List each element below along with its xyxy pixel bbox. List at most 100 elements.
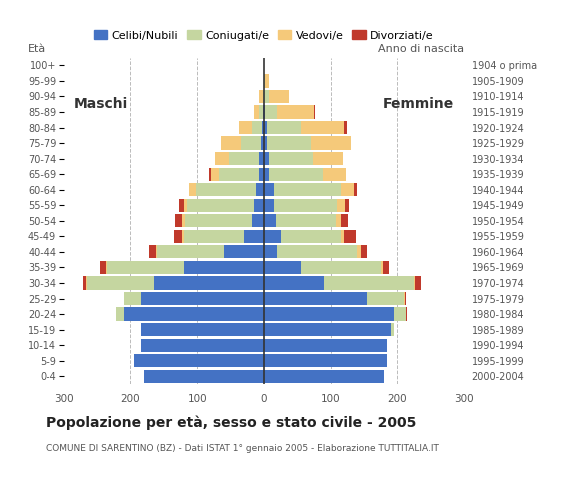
Bar <box>383 261 389 274</box>
Bar <box>144 370 264 383</box>
Bar <box>264 370 384 383</box>
Bar <box>184 199 187 212</box>
Bar <box>179 199 184 212</box>
Bar <box>345 199 349 212</box>
Bar <box>276 214 336 228</box>
Bar <box>100 261 106 274</box>
Bar <box>336 214 341 228</box>
Bar <box>313 152 343 165</box>
Bar <box>344 121 347 134</box>
Bar <box>189 183 196 196</box>
Bar <box>187 199 254 212</box>
Bar <box>300 121 344 134</box>
Bar <box>224 245 264 259</box>
Bar <box>209 168 211 181</box>
Bar <box>269 168 322 181</box>
Bar <box>215 152 229 165</box>
Bar <box>263 106 264 119</box>
Bar <box>264 323 391 336</box>
Bar <box>262 121 264 134</box>
Bar <box>264 245 277 259</box>
Bar <box>405 292 406 305</box>
Text: Maschi: Maschi <box>74 97 128 111</box>
Bar <box>357 245 361 259</box>
Bar <box>259 90 263 103</box>
Bar <box>157 245 224 259</box>
Bar <box>341 214 348 228</box>
Bar <box>174 230 182 243</box>
Bar <box>140 323 264 336</box>
Bar <box>340 230 344 243</box>
Bar <box>185 214 252 228</box>
Bar <box>264 74 265 87</box>
Bar <box>263 90 264 103</box>
Bar <box>264 230 281 243</box>
Bar <box>337 199 345 212</box>
Bar <box>264 276 324 289</box>
Bar <box>264 338 387 352</box>
Bar <box>264 183 274 196</box>
Bar <box>140 292 264 305</box>
Text: Anno di nascita: Anno di nascita <box>378 44 464 54</box>
Bar <box>274 199 337 212</box>
Bar <box>414 276 415 289</box>
Bar <box>340 183 354 196</box>
Bar <box>391 323 394 336</box>
Bar <box>229 152 259 165</box>
Bar <box>322 168 346 181</box>
Bar <box>267 121 300 134</box>
Bar <box>264 136 267 150</box>
Bar <box>87 276 154 289</box>
Bar <box>252 121 262 134</box>
Bar <box>277 245 357 259</box>
Bar <box>260 136 264 150</box>
Bar <box>259 168 264 181</box>
Text: Femmine: Femmine <box>383 97 454 111</box>
Bar <box>184 261 264 274</box>
Text: COMUNE DI SARENTINO (BZ) - Dati ISTAT 1° gennaio 2005 - Elaborazione TUTTITALIA.: COMUNE DI SARENTINO (BZ) - Dati ISTAT 1°… <box>46 444 439 453</box>
Bar <box>264 354 387 367</box>
Bar <box>265 106 277 119</box>
Bar <box>380 261 383 274</box>
Bar <box>106 261 107 274</box>
Bar <box>264 90 269 103</box>
Bar <box>252 214 264 228</box>
Legend: Celibi/Nubili, Coniugati/e, Vedovi/e, Divorziati/e: Celibi/Nubili, Coniugati/e, Vedovi/e, Di… <box>89 25 438 45</box>
Bar <box>264 168 269 181</box>
Bar <box>182 230 184 243</box>
Text: Età: Età <box>28 44 46 54</box>
Bar <box>264 292 367 305</box>
Bar <box>267 136 311 150</box>
Bar <box>188 183 189 196</box>
Bar <box>361 245 367 259</box>
Bar <box>107 261 184 274</box>
Bar <box>175 214 182 228</box>
Bar <box>124 308 264 321</box>
Bar <box>269 152 313 165</box>
Bar <box>277 106 314 119</box>
Bar <box>86 276 87 289</box>
Bar <box>238 121 252 134</box>
Bar <box>219 168 259 181</box>
Bar <box>314 106 316 119</box>
Bar <box>156 245 157 259</box>
Bar <box>404 292 405 305</box>
Bar <box>300 261 380 274</box>
Bar <box>241 136 260 150</box>
Bar <box>182 214 185 228</box>
Bar <box>259 106 263 119</box>
Bar <box>367 292 404 305</box>
Bar <box>220 136 241 150</box>
Bar <box>264 199 274 212</box>
Bar <box>269 90 289 103</box>
Bar <box>196 183 256 196</box>
Bar <box>154 276 264 289</box>
Bar <box>324 276 414 289</box>
Bar <box>265 74 269 87</box>
Bar <box>354 183 357 196</box>
Bar <box>281 230 340 243</box>
Bar <box>344 230 356 243</box>
Bar <box>274 183 340 196</box>
Bar <box>116 308 124 321</box>
Bar <box>211 168 219 181</box>
